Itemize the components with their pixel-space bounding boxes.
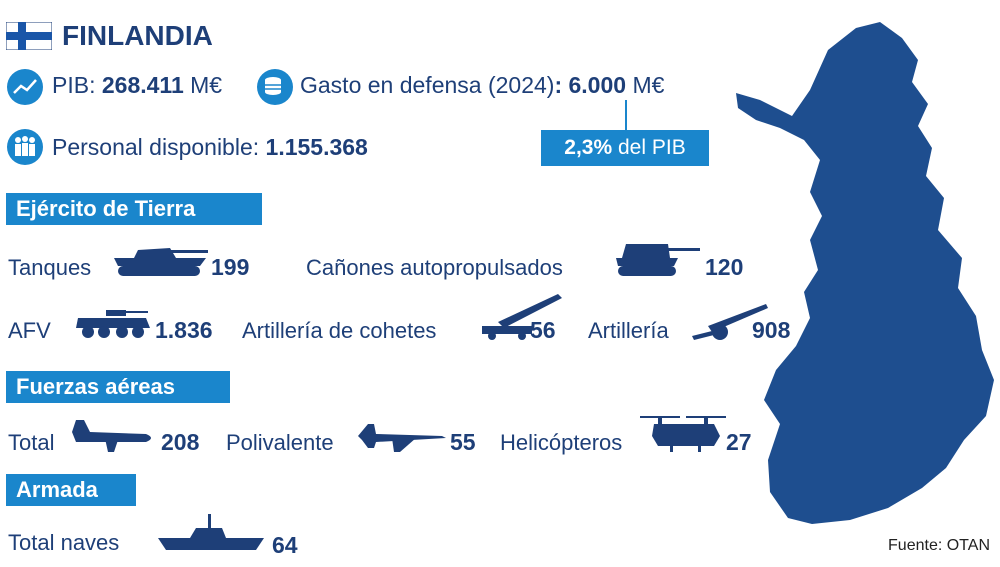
helicopter-icon (640, 416, 726, 452)
helicopteros-label: Helicópteros (500, 430, 623, 455)
artilleria-label: Artillería (588, 318, 669, 343)
warship-icon (158, 514, 264, 550)
personal-stat: Personal disponible: 1.155.368 (52, 134, 368, 161)
armada-total-label: Total naves (8, 530, 120, 555)
polivalente-label: Polivalente (226, 430, 334, 455)
canones-value: 120 (705, 254, 744, 280)
page-title: FINLANDIA (62, 20, 213, 51)
pib-value: 268.411 (101, 72, 184, 98)
pib-unit: M€ (190, 72, 223, 98)
defensa-value: : 6.000 (554, 72, 627, 98)
pct-value: 2,3% (564, 136, 613, 159)
armada-total-value: 64 (272, 532, 298, 558)
pib-label: PIB: (52, 72, 96, 98)
callout-connector (625, 100, 627, 130)
armored-vehicle-icon (76, 310, 150, 338)
finland-map (736, 22, 994, 524)
afv-label: AFV (8, 318, 51, 343)
canones-label: Cañones autopropulsados (306, 255, 563, 280)
rocket-launcher-icon (482, 294, 562, 340)
howitzer-icon (692, 304, 768, 340)
pct-label: del PIB (618, 136, 686, 159)
helicopteros-value: 27 (726, 429, 752, 455)
coins-icon (257, 69, 293, 105)
section-fuerzas-aereas: Fuerzas aéreas (6, 371, 230, 403)
tanques-value: 199 (211, 254, 250, 280)
polivalente-value: 55 (450, 429, 476, 455)
section-ejercito-tierra: Ejército de Tierra (6, 193, 262, 225)
cohetes-label: Artillería de cohetes (242, 318, 437, 343)
fighter-jet-icon (358, 424, 446, 452)
personal-label: Personal disponible: (52, 134, 260, 160)
aereas-total-value: 208 (161, 429, 200, 455)
tank-icon (114, 248, 208, 276)
source-note: Fuente: OTAN (888, 537, 990, 554)
section-armada: Armada (6, 474, 136, 506)
artilleria-value: 908 (752, 317, 791, 343)
transport-plane-icon (72, 420, 151, 452)
defensa-label: Gasto en defensa (2024) (300, 72, 555, 98)
personal-value: 1.155.368 (265, 134, 368, 160)
aereas-total-label: Total (8, 430, 55, 455)
defensa-stat: Gasto en defensa (2024): 6.000 M€ (300, 72, 664, 99)
soldiers-icon (7, 129, 43, 165)
defensa-unit: M€ (632, 72, 665, 98)
finland-flag-icon (6, 22, 52, 50)
tanques-label: Tanques (8, 255, 92, 280)
self-propelled-gun-icon (616, 244, 700, 276)
afv-value: 1.836 (155, 317, 213, 343)
trend-chart-icon (7, 69, 43, 105)
pib-percent-callout: 2,3% del PIB (541, 130, 709, 166)
pib-stat: PIB: 268.411 M€ (52, 72, 222, 99)
cohetes-value: 56 (530, 317, 556, 343)
